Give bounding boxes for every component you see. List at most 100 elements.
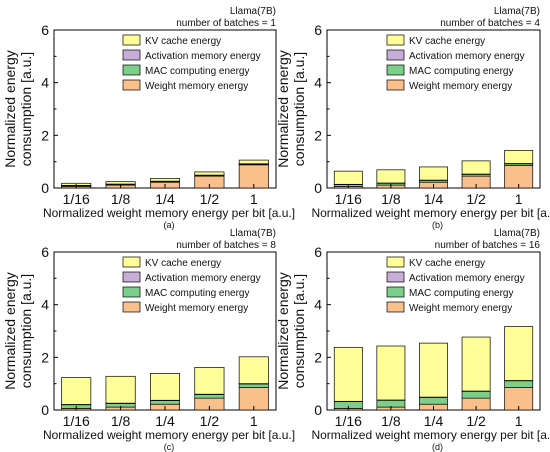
- chart-panel-1: 0 2 4 6 1/16 1/8 1/4 1/2 1 Llama(7B)number of bat…: [2, 6, 295, 230]
- y-tick-label: 4: [41, 297, 49, 313]
- legend-label: Activation memory energy: [409, 273, 525, 284]
- legend-label: KV cache energy: [409, 258, 485, 269]
- legend-label: MAC computing energy: [409, 288, 514, 299]
- bar-segment-kv-cache-energy: [376, 345, 406, 401]
- y-tick-label: 2: [314, 349, 322, 365]
- bar-segment-kv-cache-energy: [105, 181, 136, 185]
- chart-panel-4: 0 2 4 6 1/16 1/8 1/4 1/2 1 Llama(7B)number of bat…: [275, 228, 550, 452]
- bar-segment-kv-cache-energy: [61, 377, 92, 405]
- model-label: Llama(7B): [494, 6, 540, 17]
- bar-segment-kv-cache-energy: [333, 346, 363, 402]
- y-tick-label: 0: [41, 180, 49, 196]
- x-tick-label: 1/4: [424, 191, 444, 207]
- x-tick-label: 1: [515, 413, 523, 429]
- y-tick-label: 0: [314, 402, 322, 418]
- x-tick-label: 1: [250, 191, 258, 207]
- y-tick-label: 4: [314, 297, 322, 313]
- y-axis-label-line1: Normalized energy: [2, 272, 18, 390]
- x-axis-label: Normalized weight memory energy per bit …: [311, 206, 550, 220]
- bar-segment-kv-cache-energy: [238, 159, 269, 165]
- bar-segment-mac-computing-energy: [238, 383, 269, 388]
- bar-segment-kv-cache-energy: [333, 170, 363, 185]
- legend-label: Activation memory energy: [145, 51, 261, 62]
- model-label: Llama(7B): [230, 6, 276, 17]
- legend-swatch: [386, 79, 405, 91]
- panel-label: (c): [164, 442, 175, 452]
- bar-segment-kv-cache-energy: [194, 171, 225, 176]
- batch-label: number of batches = 4: [440, 18, 540, 29]
- x-tick-label: 1/8: [381, 413, 401, 429]
- y-tick-label: 6: [41, 22, 49, 38]
- legend-swatch: [386, 34, 405, 46]
- y-axis-label-line1: Normalized energy: [2, 50, 18, 168]
- bar-segment-kv-cache-energy: [149, 373, 181, 401]
- bar-segment-kv-cache-energy: [461, 160, 491, 175]
- y-tick-label: 0: [41, 402, 49, 418]
- bar-segment-mac-computing-energy: [504, 380, 534, 388]
- legend-label: KV cache energy: [409, 36, 485, 47]
- bar-segment-kv-cache-energy: [419, 342, 448, 398]
- y-axis-label-line2: consumption [a.u.]: [291, 52, 307, 166]
- x-tick-label: 1/16: [335, 413, 362, 429]
- legend-label: Weight memory energy: [145, 81, 248, 92]
- x-tick-label: 1/16: [335, 191, 362, 207]
- legend-label: KV cache energy: [145, 258, 221, 269]
- bar-segment-kv-cache-energy: [149, 178, 181, 182]
- batch-label: number of batches = 1: [176, 18, 276, 29]
- batch-label: number of batches = 8: [176, 240, 276, 251]
- legend-label: Weight memory energy: [145, 303, 248, 314]
- y-tick-label: 2: [41, 127, 49, 143]
- chart-panel-3: 0 2 4 6 1/16 1/8 1/4 1/2 1 Llama(7B)number of bat…: [2, 228, 295, 452]
- bar-segment-kv-cache-energy: [504, 149, 534, 164]
- chart-panel-2: 0 2 4 6 1/16 1/8 1/4 1/2 1 Llama(7B)number of bat…: [275, 6, 550, 230]
- x-tick-label: 1/16: [63, 413, 90, 429]
- legend-label: MAC computing energy: [145, 66, 250, 77]
- x-tick-label: 1/4: [155, 413, 175, 429]
- panel-label: (b): [432, 220, 443, 230]
- legend-swatch: [386, 256, 405, 268]
- legend-swatch: [122, 79, 141, 91]
- x-tick-label: 1/2: [200, 191, 220, 207]
- legend-swatch: [386, 301, 405, 313]
- bar-segment-kv-cache-energy: [419, 166, 448, 181]
- y-axis-label-line2: consumption [a.u.]: [18, 52, 34, 166]
- legend-swatch: [386, 49, 405, 61]
- x-axis-label: Normalized weight memory energy per bit …: [43, 428, 295, 442]
- y-axis-label-line2: consumption [a.u.]: [18, 274, 34, 388]
- bar-segment-kv-cache-energy: [376, 169, 406, 184]
- x-tick-label: 1/8: [111, 191, 131, 207]
- panel-label: (d): [432, 442, 443, 452]
- panel-label: (a): [164, 220, 175, 230]
- y-tick-label: 6: [41, 244, 49, 260]
- x-tick-label: 1/8: [381, 191, 401, 207]
- model-label: Llama(7B): [230, 228, 276, 239]
- bar-segment-kv-cache-energy: [504, 326, 534, 381]
- legend-label: Activation memory energy: [145, 273, 261, 284]
- x-tick-label: 1/8: [111, 413, 131, 429]
- bar-segment-mac-computing-energy: [419, 397, 448, 405]
- legend-label: KV cache energy: [145, 36, 221, 47]
- bar-segment-kv-cache-energy: [238, 356, 269, 385]
- model-label: Llama(7B): [494, 228, 540, 239]
- x-tick-label: 1/2: [200, 413, 220, 429]
- legend-label: MAC computing energy: [145, 288, 250, 299]
- y-axis-label-line1: Normalized energy: [275, 272, 291, 390]
- x-tick-label: 1: [250, 413, 258, 429]
- legend-swatch: [122, 49, 141, 61]
- legend-label: Weight memory energy: [409, 303, 512, 314]
- legend-swatch: [122, 301, 141, 313]
- y-tick-label: 6: [314, 22, 322, 38]
- bar-segment-mac-computing-energy: [194, 394, 225, 399]
- y-tick-label: 0: [314, 180, 322, 196]
- y-axis-label-line1: Normalized energy: [275, 50, 291, 168]
- legend-swatch: [122, 256, 141, 268]
- y-axis-label-line2: consumption [a.u.]: [291, 274, 307, 388]
- x-tick-label: 1/2: [466, 413, 486, 429]
- x-axis-label: Normalized weight memory energy per bit …: [43, 206, 295, 220]
- y-tick-label: 4: [314, 75, 322, 91]
- legend-swatch: [122, 64, 141, 76]
- legend-swatch: [386, 64, 405, 76]
- legend-label: Weight memory energy: [409, 81, 512, 92]
- bar-segment-kv-cache-energy: [461, 336, 491, 392]
